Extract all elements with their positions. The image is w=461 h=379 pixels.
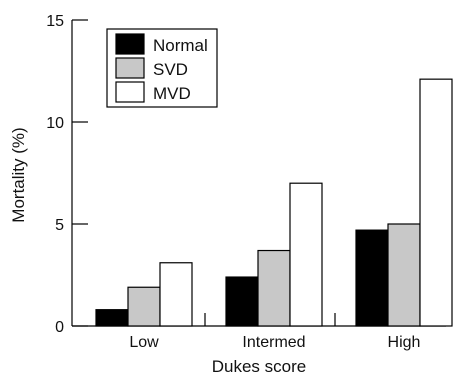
legend: Normal SVD MVD xyxy=(106,28,218,108)
x-tick-label: Low xyxy=(129,334,159,351)
x-axis-label: Dukes score xyxy=(212,357,306,376)
legend-swatch xyxy=(115,81,145,103)
y-tick-label: 0 xyxy=(55,319,64,336)
x-ticks: Low Intermed High xyxy=(129,313,420,351)
bar-normal-intermed xyxy=(225,276,259,327)
y-ticks: 0 5 10 15 xyxy=(46,13,88,336)
legend-swatch xyxy=(115,33,145,55)
bar-mvd-intermed xyxy=(289,182,323,327)
legend-label: Normal xyxy=(153,36,208,55)
bar-svd-intermed xyxy=(257,249,291,327)
x-tick-label: High xyxy=(388,334,421,351)
y-tick-label: 15 xyxy=(46,13,64,30)
legend-label: MVD xyxy=(153,84,191,103)
bar-normal-low xyxy=(95,309,129,327)
y-tick-label: 10 xyxy=(46,115,64,132)
legend-label: SVD xyxy=(153,60,188,79)
y-tick-label: 5 xyxy=(55,217,64,234)
bar-svd-low xyxy=(127,286,161,327)
bar-mvd-low xyxy=(159,262,193,327)
bars xyxy=(95,78,453,327)
plot-area: 0 5 10 15 Low Intermed High xyxy=(46,13,453,351)
x-tick-label: Intermed xyxy=(242,334,305,351)
bar-mvd-high xyxy=(419,78,453,327)
y-axis-label: Mortality (%) xyxy=(9,127,28,222)
legend-swatch xyxy=(115,57,145,79)
bar-normal-high xyxy=(355,229,389,327)
legend-entries: Normal SVD MVD xyxy=(115,33,208,103)
bar-svd-high xyxy=(387,223,421,327)
